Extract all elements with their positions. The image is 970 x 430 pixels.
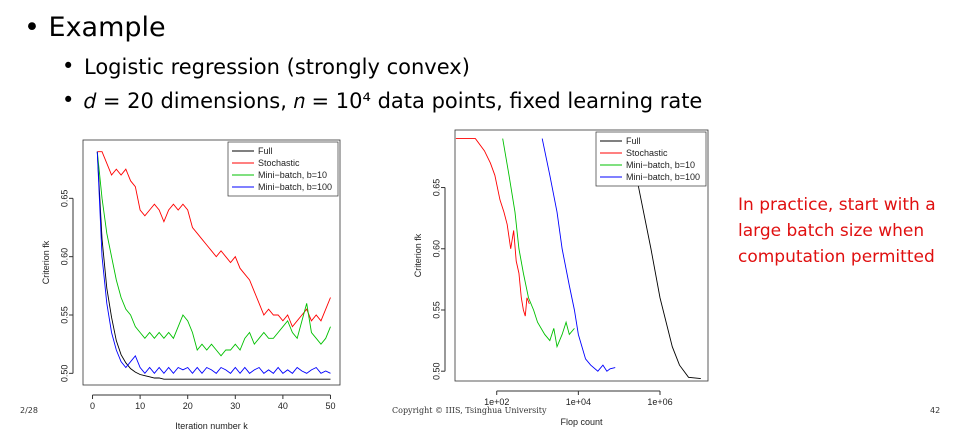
y-axis-label: Criterion fk bbox=[413, 233, 423, 277]
note: In practice, start with a large batch si… bbox=[738, 192, 936, 270]
y-tick-label: 0.60 bbox=[431, 240, 441, 258]
bullet: • Example bbox=[24, 12, 166, 43]
series-line bbox=[502, 138, 575, 349]
x-tick-label: 0 bbox=[90, 401, 95, 411]
x-tick-label: 20 bbox=[183, 401, 193, 411]
page-number: 2/28 bbox=[20, 406, 38, 415]
legend-label: Full bbox=[258, 146, 273, 156]
x-tick-label: 1e+04 bbox=[566, 397, 591, 407]
slide-number: 42 bbox=[930, 406, 941, 415]
y-tick-label: 0.60 bbox=[59, 248, 69, 266]
series-line bbox=[627, 138, 701, 379]
series-line bbox=[96, 151, 331, 357]
series-line bbox=[455, 138, 530, 317]
legend-label: Full bbox=[626, 136, 641, 146]
note-line: In practice, start with a bbox=[738, 195, 936, 215]
x-axis-label: Iteration number k bbox=[175, 421, 248, 430]
series-line bbox=[541, 138, 616, 372]
x-tick-label: 50 bbox=[325, 401, 335, 411]
series-line bbox=[96, 151, 331, 380]
legend-label: Stochastic bbox=[626, 148, 668, 158]
plot-frame bbox=[82, 139, 341, 386]
bullet-text: Logistic regression (strongly convex) bbox=[84, 55, 470, 79]
legend-label: Mini−batch, b=100 bbox=[626, 172, 700, 182]
x-tick-label: 30 bbox=[230, 401, 240, 411]
y-tick-label: 0.50 bbox=[431, 362, 441, 380]
copyright: Copyright © IIIS, Tsinghua University bbox=[392, 406, 547, 415]
y-tick-label: 0.55 bbox=[59, 306, 69, 324]
bullet-dot: • bbox=[62, 88, 75, 112]
plot-frame bbox=[454, 129, 709, 382]
x-tick-label: 10 bbox=[135, 401, 145, 411]
note-line: computation permitted bbox=[738, 247, 935, 267]
series-line bbox=[97, 151, 331, 328]
x-axis-label: Flop count bbox=[560, 417, 603, 427]
y-tick-label: 0.65 bbox=[431, 179, 441, 197]
x-tick-label: 1e+06 bbox=[647, 397, 672, 407]
x-tick-label: 40 bbox=[278, 401, 288, 411]
y-tick-label: 0.50 bbox=[59, 365, 69, 383]
y-axis-label: Criterion fk bbox=[41, 240, 51, 284]
legend-label: Mini−batch, b=10 bbox=[626, 160, 695, 170]
y-tick-label: 0.55 bbox=[431, 301, 441, 319]
bullet-text: Example bbox=[48, 12, 166, 43]
series-line bbox=[96, 151, 331, 375]
legend-label: Stochastic bbox=[258, 158, 300, 168]
y-tick-label: 0.65 bbox=[59, 190, 69, 208]
legend-label: Mini−batch, b=100 bbox=[258, 182, 332, 192]
note-line: large batch size when bbox=[738, 221, 925, 241]
legend-label: Mini−batch, b=10 bbox=[258, 170, 327, 180]
bullet-dot: • bbox=[62, 54, 75, 78]
bullet-text: 𝑑 = 20 dimensions, 𝑛 = 10⁴ data points, … bbox=[84, 89, 703, 113]
x-tick-label: 1e+02 bbox=[484, 397, 509, 407]
